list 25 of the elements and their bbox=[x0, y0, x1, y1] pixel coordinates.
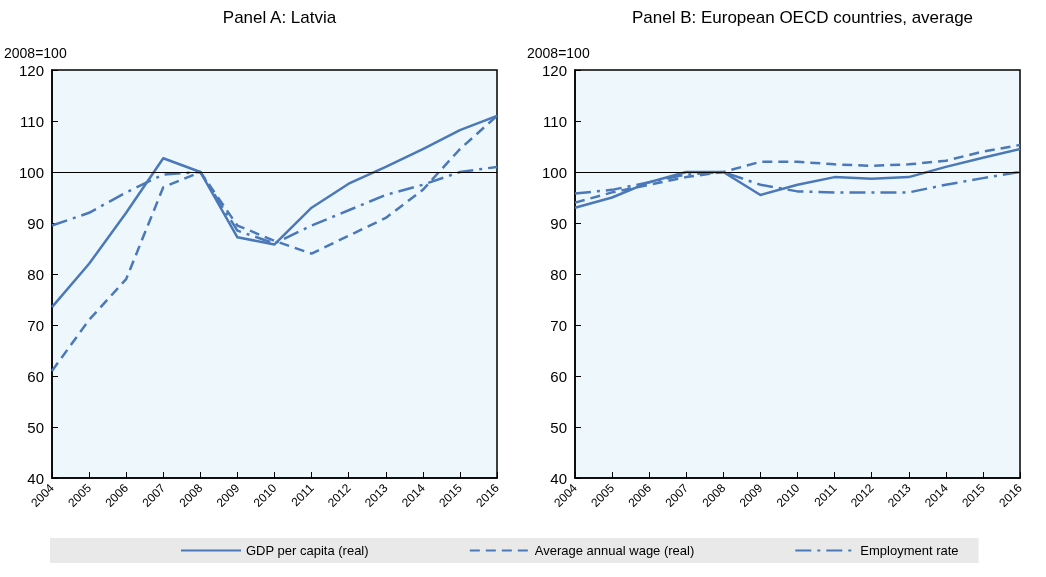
y-tick-label: 80 bbox=[550, 265, 567, 283]
y-tick-label: 100 bbox=[541, 163, 567, 181]
y-tick-label: 50 bbox=[27, 418, 44, 436]
y-axis-title: 2008=100 bbox=[527, 45, 590, 61]
y-tick-label: 110 bbox=[20, 112, 44, 130]
legend-label: GDP per capita (real) bbox=[246, 543, 369, 558]
y-tick-label: 110 bbox=[543, 112, 567, 130]
chart-title: Panel B: European OECD countries, average bbox=[631, 8, 974, 27]
y-tick-label: 60 bbox=[550, 367, 567, 385]
y-tick-label: 120 bbox=[541, 61, 567, 79]
legend-label: Average annual wage (real) bbox=[534, 543, 695, 558]
legend-label: Employment rate bbox=[860, 543, 959, 558]
y-tick-label: 40 bbox=[550, 469, 567, 487]
y-tick-label: 60 bbox=[27, 367, 44, 385]
y-tick-label: 80 bbox=[27, 265, 44, 283]
chart-title: Panel A: Latvia bbox=[222, 8, 337, 27]
y-axis-title: 2008=100 bbox=[4, 45, 67, 61]
y-tick-label: 100 bbox=[18, 163, 44, 181]
y-tick-label: 40 bbox=[27, 469, 44, 487]
y-tick-label: 120 bbox=[18, 61, 44, 79]
y-tick-label: 70 bbox=[27, 316, 44, 334]
y-tick-label: 90 bbox=[27, 214, 44, 232]
y-tick-label: 70 bbox=[550, 316, 567, 334]
y-tick-label: 50 bbox=[550, 418, 567, 436]
y-tick-label: 90 bbox=[550, 214, 567, 232]
